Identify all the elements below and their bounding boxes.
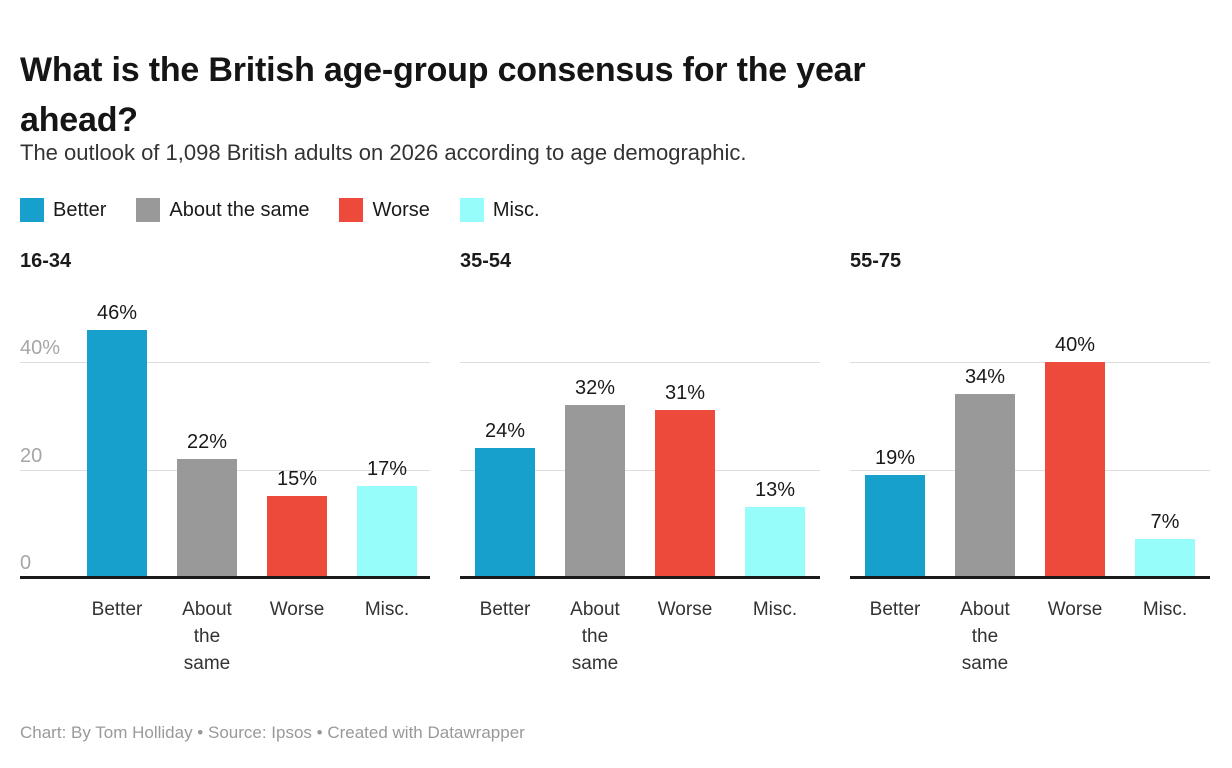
bar-55-75-Worse [1045,362,1105,577]
legend-label: Better [53,198,107,221]
y-axis-tick-label-0: 0 [20,552,32,574]
bar-16-34-Better [87,330,147,577]
panel-title-55-75: 55-75 [850,250,902,272]
bar-value-label: 7% [1150,511,1180,533]
x-axis-label: Worse [640,596,730,623]
x-axis-label: Misc. [730,596,820,623]
bar-value-label: 15% [276,468,318,490]
grid-line-40 [20,362,430,363]
x-axis-label-text: Misc. [752,599,798,620]
bar-value-label: 17% [366,458,408,480]
x-axis-label-text: Worse [269,599,325,620]
x-axis-label-text: Worse [657,599,713,620]
bar-value-label: 32% [574,377,616,399]
bar-16-34-About the same [177,459,237,577]
x-axis-label-text: Better [869,599,921,620]
bar-value-label: 19% [874,447,916,469]
x-axis-label: Better [460,596,550,623]
bar-value-label: 46% [96,302,138,324]
legend-item: Better [20,198,106,222]
x-axis-label-text: Misc. [1142,599,1188,620]
panel-title-35-54: 35-54 [460,250,512,272]
bar-55-75-About the same [955,394,1015,577]
x-axis-label: About the same [940,596,1030,677]
x-axis-label: Worse [1030,596,1120,623]
bar-35-54-Worse [655,410,715,577]
bar-value-label: 22% [186,431,228,453]
bar-35-54-About the same [565,405,625,577]
bar-16-34-Misc. [357,486,417,577]
legend-label: About the same [169,198,310,221]
x-axis-label-text: Better [91,599,143,620]
bar-35-54-Misc. [745,507,805,577]
bar-value-label: 13% [754,479,796,501]
y-axis-tick-label-40: 40% [20,337,61,359]
x-axis-baseline [460,576,820,579]
grid-line-20 [850,470,1210,471]
grid-line-20 [460,470,820,471]
grid-line-40 [460,362,820,363]
bar-55-75-Better [865,475,925,577]
legend-swatch [136,198,161,222]
x-axis-label-text: About the same [570,599,620,674]
legend-label: Misc. [492,198,540,221]
bar-value-label: 34% [964,366,1006,388]
x-axis-baseline [850,576,1210,579]
legend-item: Worse [339,198,430,222]
x-axis-label: About the same [162,596,252,677]
legend-label: Worse [372,198,430,221]
bar-55-75-Misc. [1135,539,1195,577]
x-axis-label-text: About the same [182,599,232,674]
bar-35-54-Better [475,448,535,577]
panel-title-16-34: 16-34 [20,250,72,272]
x-axis-label-text: Worse [1047,599,1103,620]
bar-16-34-Worse [267,496,327,577]
x-axis-baseline [20,576,430,579]
x-axis-label: Worse [252,596,342,623]
x-axis-label-text: Misc. [364,599,410,620]
chart-footer-byline: Chart: By Tom Holliday • Source: Ipsos •… [20,723,525,742]
y-axis-tick-label-20: 20 [20,445,43,467]
x-axis-label: Better [72,596,162,623]
legend-swatch [459,198,484,222]
x-axis-label: Better [850,596,940,623]
legend-swatch [339,198,364,222]
chart-subtitle: The outlook of 1,098 British adults on 2… [20,140,747,165]
bar-value-label: 31% [664,382,706,404]
legend-item: About the same [136,198,309,222]
x-axis-label: Misc. [1120,596,1210,623]
legend-swatch [20,198,44,222]
x-axis-label-text: Better [479,599,531,620]
bar-value-label: 40% [1054,334,1096,356]
legend: Better About the same Worse Misc. [20,198,540,222]
grid-line-40 [850,362,1210,363]
bar-value-label: 24% [484,420,526,442]
chart-title: What is the British age-group consensus … [20,50,866,139]
x-axis-label: Misc. [342,596,432,623]
legend-item: Misc. [459,198,540,222]
x-axis-label: About the same [550,596,640,677]
x-axis-label-text: About the same [960,599,1010,674]
